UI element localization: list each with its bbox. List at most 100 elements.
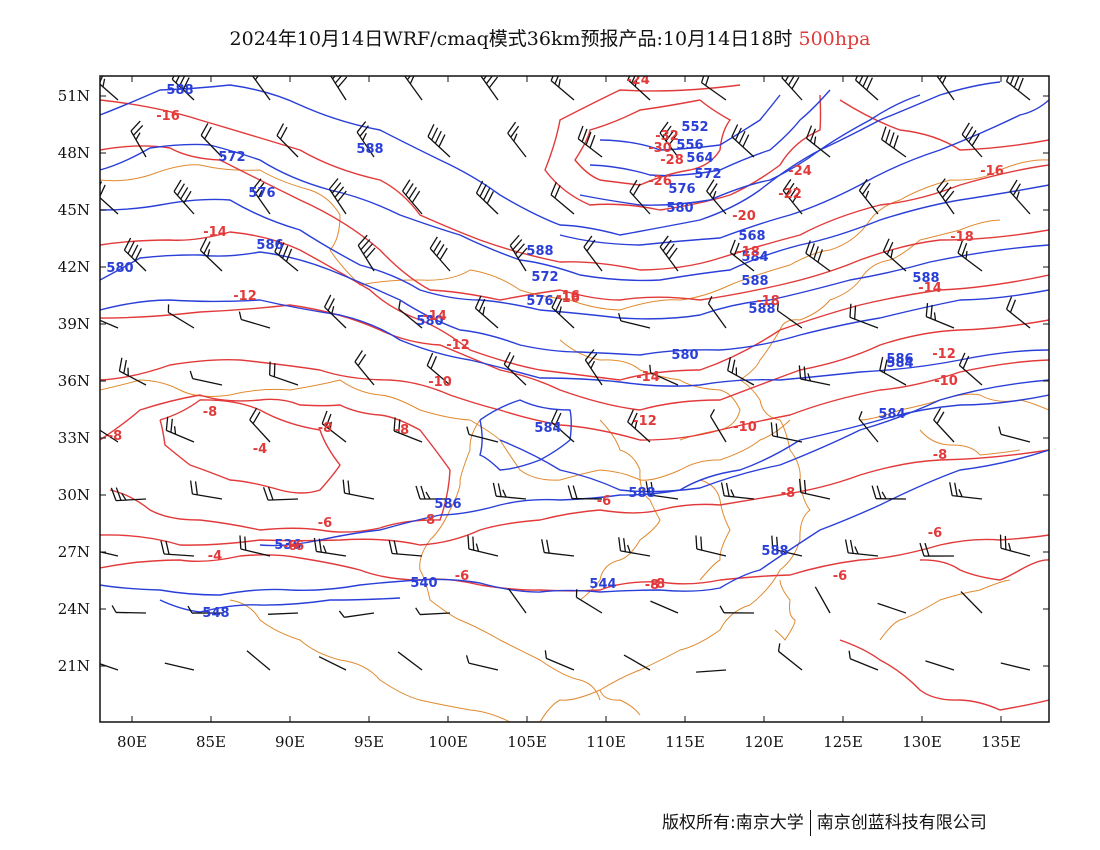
wind-barb [925,660,955,671]
temperature-label: -24 [788,164,812,179]
longitude-label: 135E [981,733,1021,751]
province-border [699,479,731,581]
wind-barb [550,76,575,101]
temperature-label: -14 [423,309,447,324]
province-borders [100,159,1049,722]
height-label: 580 [416,314,443,329]
wind-barb [465,655,499,671]
height-contour [589,89,831,177]
wind-barb [110,487,147,502]
wind-barb [550,181,575,215]
temperature-label: -16 [556,291,580,306]
wind-barb [650,600,679,614]
height-label: 584 [878,407,905,422]
height-label: 564 [686,151,713,166]
wind-barb [720,482,755,500]
wind-barb [854,76,879,101]
title-text: 2024年10月14日WRF/cmaq模式36km预报产品:10月14日18时 [229,28,793,50]
latitude-label: 24N [58,600,90,618]
wind-barb [313,537,347,557]
height-label: 572 [531,270,558,285]
wind-barb [354,350,375,386]
latitude-label: 33N [58,429,90,447]
wind-barb [426,352,451,386]
wind-barb [507,588,527,614]
wind-barb [402,179,423,215]
province-border [774,579,796,641]
wind-barb [771,535,803,557]
height-label: 588 [741,274,768,289]
wind-barb [925,302,955,329]
wind-barb [541,539,575,557]
wind-barb [251,76,271,101]
latitude-label: 45N [58,201,90,219]
wind-barb [268,361,299,386]
temperature-label: -28 [660,153,684,168]
height-label: 588 [526,244,553,259]
wind-barb [544,650,575,671]
temperature-label: -12 [932,347,956,362]
temperature-label: -8 [395,423,409,438]
wind-barb [474,295,499,329]
height-label: 586 [886,352,913,367]
wind-barb [949,482,983,500]
wind-barb [575,589,603,614]
wind-barb [1000,662,1031,671]
wind-barb [629,179,651,215]
temperature-contour [100,449,1049,546]
temperature-label: -6 [597,494,611,509]
height-contour [100,143,1049,282]
province-border [599,689,641,716]
wind-barb [189,370,223,386]
temperature-label: -12 [446,338,470,353]
wind-barb [164,662,195,671]
wind-barb [731,124,755,158]
wind-barb [849,303,879,329]
temperature-label: -10 [428,375,452,390]
wind-barb [858,178,879,215]
wind-barb [798,365,831,386]
wind-barb [1005,76,1031,101]
province-border [229,599,511,722]
temperature-contour [100,394,451,533]
wind-barb [727,357,755,386]
latitude-label: 27N [58,543,90,561]
wind-barb [403,76,423,101]
temperature-label: -8 [318,421,332,436]
temperature-label: -10 [934,374,958,389]
wind-barb [623,654,651,671]
axis-ticks [100,76,1049,722]
province-border [100,159,1049,311]
wind-barb [123,237,147,272]
wind-barb [1005,296,1031,329]
temperature-label: -6 [455,569,469,584]
wind-barb [770,422,803,443]
latitude-label: 48N [58,144,90,162]
height-contour [579,94,921,206]
wind-barb [118,357,147,386]
longitude-label: 100E [428,733,468,751]
temperature-contour [100,358,1049,441]
height-label: 584 [886,356,913,371]
latitude-label: 21N [58,657,90,675]
height-label: 568 [738,229,765,244]
height-label: 572 [218,150,245,165]
wind-barb [798,478,831,500]
wind-barb [649,364,679,386]
height-label: 584 [534,421,561,436]
wind-barb [509,234,528,272]
temperature-label: -24 [626,73,650,88]
height-label: 556 [676,138,703,153]
temperature-label: -26 [648,174,672,189]
wind-barb [415,485,451,500]
temperature-label: -18 [736,245,760,260]
wind-barb [577,125,603,158]
temperature-label: -12 [633,414,657,429]
height-label: 580 [666,201,693,216]
temperature-label: -20 [732,209,756,224]
temperature-contours [100,84,1049,711]
wind-barb [274,239,299,272]
height-label: 548 [202,606,229,621]
height-contour [100,449,1049,596]
height-label: 588 [356,142,383,157]
